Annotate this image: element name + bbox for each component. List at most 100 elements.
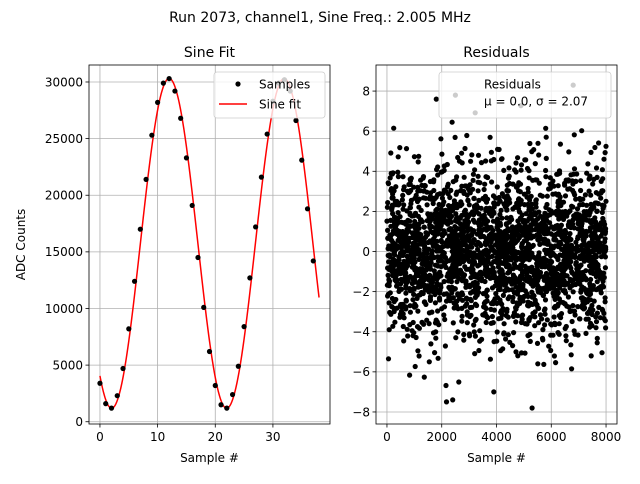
residual-point	[430, 195, 437, 201]
residual-point	[517, 281, 523, 287]
residual-point	[403, 283, 409, 289]
residual-point	[438, 206, 444, 212]
sine-fit-ylabel: ADC Counts	[14, 209, 28, 281]
residual-point	[397, 265, 403, 271]
residual-point	[599, 306, 605, 312]
residual-point	[439, 195, 445, 201]
residual-point	[571, 166, 578, 172]
residual-point	[443, 382, 449, 389]
residual-point	[505, 227, 511, 233]
residual-point	[461, 272, 468, 278]
residual-point	[579, 128, 585, 134]
residual-point	[422, 243, 428, 249]
residual-point	[557, 141, 564, 147]
residual-point	[441, 163, 447, 169]
residual-outlier-point	[491, 389, 497, 395]
residual-point	[567, 231, 573, 237]
residual-point	[537, 269, 544, 276]
residuals-legend: Residuals μ = 0.0, σ = 2.07	[438, 71, 612, 119]
residual-point	[426, 359, 432, 365]
residual-point	[442, 343, 448, 349]
residual-point	[455, 329, 461, 335]
residual-point	[482, 197, 488, 203]
residual-point	[515, 353, 521, 359]
residual-point	[590, 307, 596, 313]
residual-point	[513, 349, 519, 355]
residual-point	[501, 321, 507, 327]
sine-fit-xtick-label: 30	[265, 430, 280, 444]
residual-point	[603, 198, 609, 204]
residual-point	[525, 333, 531, 339]
residual-point	[491, 204, 497, 210]
residual-point	[574, 243, 580, 249]
residual-point	[535, 216, 541, 222]
residual-point	[577, 230, 583, 237]
residual-point	[416, 353, 422, 359]
residual-point	[489, 179, 495, 185]
residual-point	[414, 295, 420, 301]
residual-point	[506, 287, 512, 293]
residual-point	[482, 226, 488, 232]
residual-point	[543, 155, 549, 161]
residual-point	[476, 347, 482, 354]
residual-point	[439, 231, 446, 237]
residuals-ytick-label: 8	[362, 84, 370, 98]
residual-point	[498, 156, 505, 162]
residual-point	[461, 188, 467, 195]
residual-point	[407, 309, 413, 315]
residual-point	[601, 203, 607, 209]
residual-point	[556, 275, 563, 281]
residual-point	[393, 296, 399, 303]
residual-point	[562, 255, 568, 261]
residual-point	[456, 379, 462, 385]
residual-point	[520, 249, 526, 255]
residual-point	[538, 262, 544, 268]
residual-point	[596, 140, 602, 146]
residual-point	[455, 306, 461, 312]
residual-point	[594, 340, 600, 346]
residual-point	[392, 252, 398, 258]
residual-point	[443, 240, 449, 246]
residual-point	[556, 191, 562, 197]
residual-point	[450, 261, 456, 267]
residual-point	[500, 292, 506, 298]
residual-point	[511, 236, 517, 243]
residual-point	[441, 278, 447, 285]
residual-point	[385, 227, 391, 233]
residual-point	[587, 173, 593, 179]
residual-point	[395, 202, 402, 208]
residual-point	[527, 197, 533, 203]
residual-point	[407, 212, 413, 218]
residual-point	[449, 248, 455, 254]
residual-point	[462, 264, 468, 270]
residual-point	[477, 338, 483, 344]
residual-point	[484, 293, 490, 299]
residual-point	[598, 233, 604, 239]
residual-point	[401, 202, 407, 208]
residual-point	[577, 202, 583, 208]
residual-point	[451, 201, 457, 207]
residual-point	[543, 174, 549, 180]
residual-point	[598, 290, 604, 296]
sample-point	[310, 258, 316, 264]
residual-point	[533, 255, 539, 262]
residual-point	[462, 218, 468, 224]
sample-point	[304, 206, 311, 212]
residual-point	[591, 176, 597, 182]
residual-point	[435, 172, 441, 178]
residual-point	[404, 188, 411, 194]
residual-point	[411, 330, 417, 336]
residual-point	[411, 277, 418, 283]
residual-point	[575, 332, 581, 338]
residual-point	[494, 224, 500, 230]
residual-point	[395, 174, 401, 180]
residual-point	[600, 272, 606, 278]
residual-point	[559, 281, 565, 287]
residual-point	[422, 284, 428, 290]
residual-point	[499, 301, 505, 307]
residual-point	[601, 156, 607, 162]
residual-point	[407, 372, 413, 378]
residual-point	[555, 301, 561, 307]
